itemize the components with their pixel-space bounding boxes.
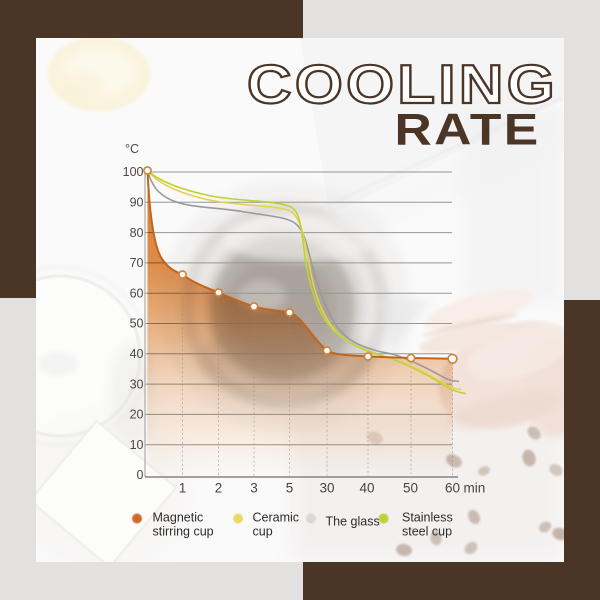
svg-text:°C: °C xyxy=(125,142,139,156)
svg-text:60: 60 xyxy=(130,286,144,300)
svg-text:The glass: The glass xyxy=(326,515,380,529)
svg-text:10: 10 xyxy=(130,438,144,452)
svg-text:RATE: RATE xyxy=(395,106,541,155)
svg-text:100: 100 xyxy=(123,165,144,179)
svg-text:min: min xyxy=(464,481,486,496)
svg-text:40: 40 xyxy=(130,347,144,361)
svg-text:Magnetic: Magnetic xyxy=(153,511,204,525)
svg-text:3: 3 xyxy=(250,481,258,496)
svg-text:Stainless: Stainless xyxy=(402,511,453,525)
svg-text:Ceramic: Ceramic xyxy=(253,511,300,525)
svg-text:1: 1 xyxy=(179,481,187,496)
svg-text:stirring cup: stirring cup xyxy=(153,525,214,539)
svg-text:70: 70 xyxy=(130,256,144,270)
svg-text:5: 5 xyxy=(286,481,294,496)
svg-text:20: 20 xyxy=(130,408,144,422)
svg-text:cup: cup xyxy=(253,525,273,539)
svg-text:30: 30 xyxy=(319,481,334,496)
svg-text:0: 0 xyxy=(137,468,144,482)
svg-text:50: 50 xyxy=(403,481,418,496)
svg-text:2: 2 xyxy=(215,481,223,496)
svg-text:40: 40 xyxy=(359,481,374,496)
svg-text:50: 50 xyxy=(130,317,144,331)
svg-text:COOLING: COOLING xyxy=(247,53,558,115)
svg-text:90: 90 xyxy=(130,196,144,210)
svg-text:60: 60 xyxy=(445,481,460,496)
svg-text:30: 30 xyxy=(130,377,144,391)
svg-text:80: 80 xyxy=(130,226,144,240)
svg-text:steel cup: steel cup xyxy=(402,525,452,539)
